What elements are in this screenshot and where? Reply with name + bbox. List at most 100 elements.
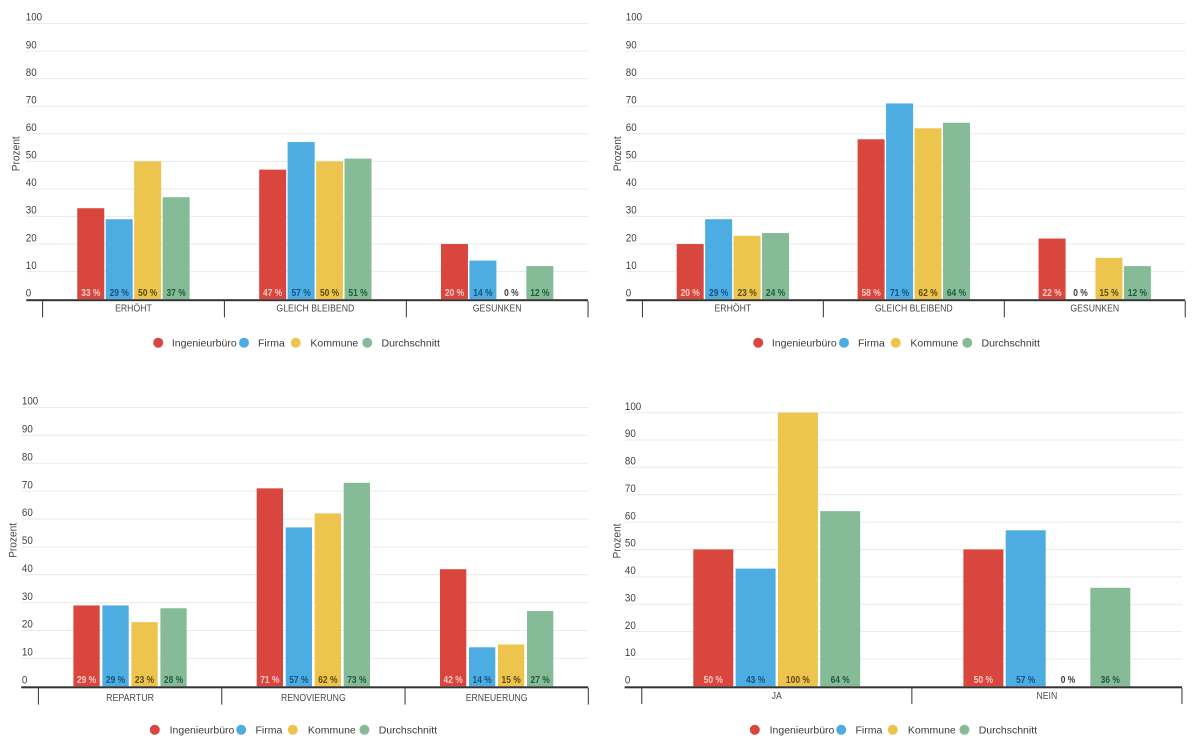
svg-text:36 %: 36 % xyxy=(1101,675,1120,686)
svg-text:42 %: 42 % xyxy=(444,675,463,686)
svg-text:GESUNKEN: GESUNKEN xyxy=(473,304,522,315)
svg-text:0 %: 0 % xyxy=(1061,675,1076,686)
svg-text:58 %: 58 % xyxy=(861,288,880,299)
svg-text:Firma: Firma xyxy=(856,725,883,737)
svg-text:Kommune: Kommune xyxy=(310,337,358,349)
svg-text:10: 10 xyxy=(26,260,37,272)
svg-text:Prozent: Prozent xyxy=(8,523,20,558)
svg-text:Firma: Firma xyxy=(858,337,885,349)
svg-text:57 %: 57 % xyxy=(291,288,310,299)
svg-text:30: 30 xyxy=(22,591,33,603)
svg-text:REPARTUR: REPARTUR xyxy=(106,693,154,704)
svg-text:50 %: 50 % xyxy=(974,675,993,686)
svg-text:40: 40 xyxy=(625,565,636,577)
svg-text:29 %: 29 % xyxy=(110,288,129,299)
svg-text:80: 80 xyxy=(625,456,636,468)
svg-text:50: 50 xyxy=(625,538,636,550)
svg-text:64 %: 64 % xyxy=(831,675,850,686)
svg-text:30: 30 xyxy=(26,205,37,217)
svg-text:Durchschnitt: Durchschnitt xyxy=(982,337,1040,349)
svg-text:JA: JA xyxy=(772,691,782,702)
svg-text:100 %: 100 % xyxy=(786,675,810,686)
svg-text:23 %: 23 % xyxy=(135,675,154,686)
svg-text:51 %: 51 % xyxy=(348,288,367,299)
svg-text:GLEICH BLEIBEND: GLEICH BLEIBEND xyxy=(875,304,953,315)
svg-text:30: 30 xyxy=(625,592,636,604)
svg-text:100: 100 xyxy=(625,401,641,413)
svg-text:60: 60 xyxy=(625,510,636,522)
svg-text:10: 10 xyxy=(22,647,33,659)
svg-text:10: 10 xyxy=(626,260,637,272)
svg-text:50: 50 xyxy=(26,150,37,162)
svg-text:Durchschnitt: Durchschnitt xyxy=(979,725,1037,737)
svg-text:37 %: 37 % xyxy=(166,288,185,299)
svg-text:Prozent: Prozent xyxy=(611,524,623,559)
svg-text:100: 100 xyxy=(26,12,42,24)
svg-text:15 %: 15 % xyxy=(502,675,521,686)
svg-text:20: 20 xyxy=(22,619,33,631)
svg-text:80: 80 xyxy=(26,67,37,79)
svg-text:80: 80 xyxy=(22,451,33,463)
svg-text:NEIN: NEIN xyxy=(1036,691,1057,702)
svg-text:12 %: 12 % xyxy=(1128,288,1147,299)
svg-text:60: 60 xyxy=(626,122,637,134)
svg-text:50 %: 50 % xyxy=(320,288,339,299)
svg-text:Firma: Firma xyxy=(256,725,283,737)
svg-text:90: 90 xyxy=(26,39,37,51)
svg-text:57 %: 57 % xyxy=(289,675,308,686)
svg-text:60: 60 xyxy=(26,122,37,134)
svg-text:Ingenieurbüro: Ingenieurbüro xyxy=(770,725,835,737)
svg-text:28 %: 28 % xyxy=(164,675,183,686)
svg-text:20 %: 20 % xyxy=(445,288,464,299)
svg-text:24 %: 24 % xyxy=(766,288,785,299)
svg-text:Ingenieurbüro: Ingenieurbüro xyxy=(170,725,235,737)
svg-text:100: 100 xyxy=(22,396,38,408)
svg-text:50: 50 xyxy=(626,150,637,162)
svg-text:30: 30 xyxy=(626,205,637,217)
svg-text:0: 0 xyxy=(22,675,27,687)
svg-text:70: 70 xyxy=(22,479,33,491)
svg-text:Kommune: Kommune xyxy=(910,337,958,349)
svg-text:0 %: 0 % xyxy=(1073,288,1088,299)
svg-text:Prozent: Prozent xyxy=(11,136,23,171)
svg-text:Firma: Firma xyxy=(258,337,285,349)
svg-text:10: 10 xyxy=(625,647,636,659)
svg-text:40: 40 xyxy=(26,177,37,189)
svg-text:RENOVIERUNG: RENOVIERUNG xyxy=(281,693,346,704)
svg-text:62 %: 62 % xyxy=(918,288,937,299)
svg-text:27 %: 27 % xyxy=(531,675,550,686)
svg-text:23 %: 23 % xyxy=(737,288,756,299)
svg-text:0: 0 xyxy=(26,287,31,299)
svg-text:Kommune: Kommune xyxy=(308,725,356,737)
svg-text:20: 20 xyxy=(625,620,636,632)
svg-text:71 %: 71 % xyxy=(260,675,279,686)
svg-text:0 %: 0 % xyxy=(504,288,519,299)
svg-text:43 %: 43 % xyxy=(746,675,765,686)
svg-text:20: 20 xyxy=(26,232,37,244)
svg-text:73 %: 73 % xyxy=(347,675,366,686)
svg-text:29 %: 29 % xyxy=(709,288,728,299)
svg-text:14 %: 14 % xyxy=(473,675,492,686)
svg-text:50 %: 50 % xyxy=(138,288,157,299)
svg-text:40: 40 xyxy=(626,177,637,189)
svg-text:12 %: 12 % xyxy=(530,288,549,299)
svg-text:Ingenieurbüro: Ingenieurbüro xyxy=(772,337,837,349)
svg-text:60: 60 xyxy=(22,507,33,519)
svg-text:0: 0 xyxy=(626,287,631,299)
svg-text:Kommune: Kommune xyxy=(908,725,956,737)
svg-text:ERHÖHT: ERHÖHT xyxy=(715,303,752,315)
svg-text:33 %: 33 % xyxy=(81,288,100,299)
svg-text:GESUNKEN: GESUNKEN xyxy=(1070,304,1119,315)
svg-text:29 %: 29 % xyxy=(77,675,96,686)
svg-text:40: 40 xyxy=(22,563,33,575)
svg-text:50: 50 xyxy=(22,535,33,547)
svg-text:57 %: 57 % xyxy=(1016,675,1035,686)
svg-text:ERNEUERUNG: ERNEUERUNG xyxy=(466,693,528,704)
svg-text:80: 80 xyxy=(626,67,637,79)
svg-text:Prozent: Prozent xyxy=(612,136,624,171)
svg-text:Ingenieurbüro: Ingenieurbüro xyxy=(172,337,237,349)
svg-text:22 %: 22 % xyxy=(1042,288,1061,299)
svg-text:Durchschnitt: Durchschnitt xyxy=(382,337,440,349)
svg-text:GLEICH BLEIBEND: GLEICH BLEIBEND xyxy=(276,304,354,315)
svg-text:90: 90 xyxy=(625,428,636,440)
